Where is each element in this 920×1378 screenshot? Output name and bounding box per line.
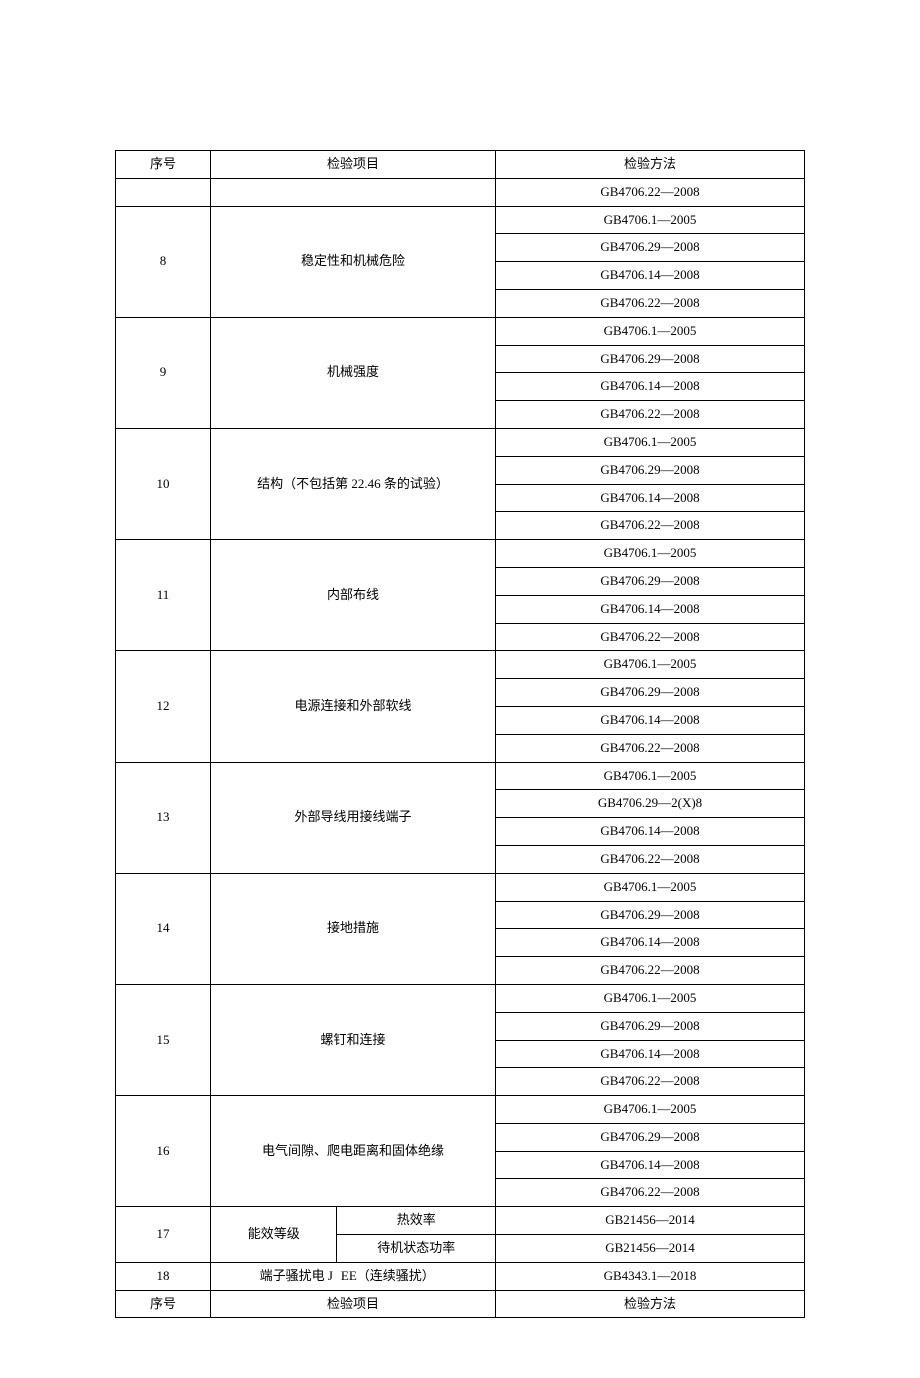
item-cell: 外部导线用接线端子 bbox=[211, 762, 496, 873]
method-cell: GB4706.29—2008 bbox=[496, 234, 805, 262]
method-cell: GB4706.29—2(X)8 bbox=[496, 790, 805, 818]
method-cell: GB4706.1—2005 bbox=[496, 1096, 805, 1124]
seq-cell: 14 bbox=[116, 873, 211, 984]
method-cell: GB4706.29—2008 bbox=[496, 567, 805, 595]
method-cell: GB4706.1—2005 bbox=[496, 984, 805, 1012]
header-method: 检验方法 bbox=[496, 151, 805, 179]
method-cell: GB4706.22—2008 bbox=[496, 512, 805, 540]
header-item: 检验项目 bbox=[211, 151, 496, 179]
seq-cell: 15 bbox=[116, 984, 211, 1095]
method-cell: GB4706.1—2005 bbox=[496, 651, 805, 679]
method-cell: GB4706.1—2005 bbox=[496, 428, 805, 456]
sub-item-cell: 热效率 bbox=[337, 1207, 496, 1235]
footer-method: 检验方法 bbox=[496, 1290, 805, 1318]
method-cell: GB4706.1—2005 bbox=[496, 873, 805, 901]
header-seq: 序号 bbox=[116, 151, 211, 179]
item-cell: 稳定性和机械危险 bbox=[211, 206, 496, 317]
method-cell: GB21456—2014 bbox=[496, 1235, 805, 1263]
method-cell: GB4706.1—2005 bbox=[496, 317, 805, 345]
method-cell: GB4706.14—2008 bbox=[496, 929, 805, 957]
table-row: 11 内部布线 GB4706.1—2005 bbox=[116, 540, 805, 568]
table-row: 14 接地措施 GB4706.1—2005 bbox=[116, 873, 805, 901]
table-row: 13 外部导线用接线端子 GB4706.1—2005 bbox=[116, 762, 805, 790]
method-cell: GB4706.14—2008 bbox=[496, 595, 805, 623]
table-row: 8 稳定性和机械危险 GB4706.1—2005 bbox=[116, 206, 805, 234]
footer-item: 检验项目 bbox=[211, 1290, 496, 1318]
method-cell: GB4706.14—2008 bbox=[496, 262, 805, 290]
item-cell-left: 端子骚扰电 J bbox=[211, 1262, 337, 1290]
method-cell: GB4706.1—2005 bbox=[496, 206, 805, 234]
table-row: 17 能效等级 热效率 GB21456—2014 bbox=[116, 1207, 805, 1235]
method-cell: GB4706.29—2008 bbox=[496, 1123, 805, 1151]
table-row: 16 电气间隙、爬电距离和固体绝缘 GB4706.1—2005 bbox=[116, 1096, 805, 1124]
method-cell: GB4706.22—2008 bbox=[496, 623, 805, 651]
seq-cell: 16 bbox=[116, 1096, 211, 1207]
seq-cell: 11 bbox=[116, 540, 211, 651]
item-cell: 结构（不包括第 22.46 条的试验） bbox=[211, 428, 496, 539]
document-page: 序号 检验项目 检验方法 GB4706.22—2008 8 稳定性和机械危险 G… bbox=[0, 0, 920, 1378]
method-cell: GB4706.14—2008 bbox=[496, 484, 805, 512]
method-cell: GB4706.22—2008 bbox=[496, 845, 805, 873]
table-row-residual: GB4706.22—2008 bbox=[116, 178, 805, 206]
seq-cell: 9 bbox=[116, 317, 211, 428]
method-cell: GB4706.29—2008 bbox=[496, 679, 805, 707]
table-row: 10 结构（不包括第 22.46 条的试验） GB4706.1—2005 bbox=[116, 428, 805, 456]
item-cell-right: EE（连续骚扰） bbox=[337, 1262, 496, 1290]
residual-seq bbox=[116, 178, 211, 206]
method-cell: GB4706.22—2008 bbox=[496, 401, 805, 429]
method-cell: GB4706.14—2008 bbox=[496, 818, 805, 846]
sub-item-cell: 待机状态功率 bbox=[337, 1235, 496, 1263]
item-cell: 螺钉和连接 bbox=[211, 984, 496, 1095]
residual-item bbox=[211, 178, 496, 206]
method-cell: GB4706.14—2008 bbox=[496, 373, 805, 401]
method-cell: GB4706.22—2008 bbox=[496, 957, 805, 985]
item-cell: 能效等级 bbox=[211, 1207, 337, 1263]
method-cell: GB4706.29—2008 bbox=[496, 1012, 805, 1040]
item-cell: 接地措施 bbox=[211, 873, 496, 984]
seq-cell: 12 bbox=[116, 651, 211, 762]
table-footer-row: 序号 检验项目 检验方法 bbox=[116, 1290, 805, 1318]
method-cell: GB4706.14—2008 bbox=[496, 1040, 805, 1068]
item-cell: 内部布线 bbox=[211, 540, 496, 651]
method-cell: GB4706.22—2008 bbox=[496, 289, 805, 317]
seq-cell: 17 bbox=[116, 1207, 211, 1263]
table-row: 15 螺钉和连接 GB4706.1—2005 bbox=[116, 984, 805, 1012]
seq-cell: 13 bbox=[116, 762, 211, 873]
method-cell: GB4706.29—2008 bbox=[496, 345, 805, 373]
item-cell: 机械强度 bbox=[211, 317, 496, 428]
table-row: 18 端子骚扰电 J EE（连续骚扰） GB4343.1—2018 bbox=[116, 1262, 805, 1290]
method-cell: GB21456—2014 bbox=[496, 1207, 805, 1235]
table-row: 12 电源连接和外部软线 GB4706.1—2005 bbox=[116, 651, 805, 679]
inspection-table: 序号 检验项目 检验方法 GB4706.22—2008 8 稳定性和机械危险 G… bbox=[115, 150, 805, 1318]
method-cell: GB4706.22—2008 bbox=[496, 734, 805, 762]
method-cell: GB4706.29—2008 bbox=[496, 901, 805, 929]
seq-cell: 10 bbox=[116, 428, 211, 539]
residual-method: GB4706.22—2008 bbox=[496, 178, 805, 206]
seq-cell: 8 bbox=[116, 206, 211, 317]
item-cell: 电源连接和外部软线 bbox=[211, 651, 496, 762]
seq-cell: 18 bbox=[116, 1262, 211, 1290]
table-header-row: 序号 检验项目 检验方法 bbox=[116, 151, 805, 179]
method-cell: GB4706.29—2008 bbox=[496, 456, 805, 484]
table-row: 9 机械强度 GB4706.1—2005 bbox=[116, 317, 805, 345]
method-cell: GB4706.1—2005 bbox=[496, 762, 805, 790]
method-cell: GB4706.14—2008 bbox=[496, 1151, 805, 1179]
footer-seq: 序号 bbox=[116, 1290, 211, 1318]
item-cell: 电气间隙、爬电距离和固体绝缘 bbox=[211, 1096, 496, 1207]
method-cell: GB4706.1—2005 bbox=[496, 540, 805, 568]
method-cell: GB4706.14—2008 bbox=[496, 706, 805, 734]
method-cell: GB4706.22—2008 bbox=[496, 1179, 805, 1207]
method-cell: GB4706.22—2008 bbox=[496, 1068, 805, 1096]
method-cell: GB4343.1—2018 bbox=[496, 1262, 805, 1290]
